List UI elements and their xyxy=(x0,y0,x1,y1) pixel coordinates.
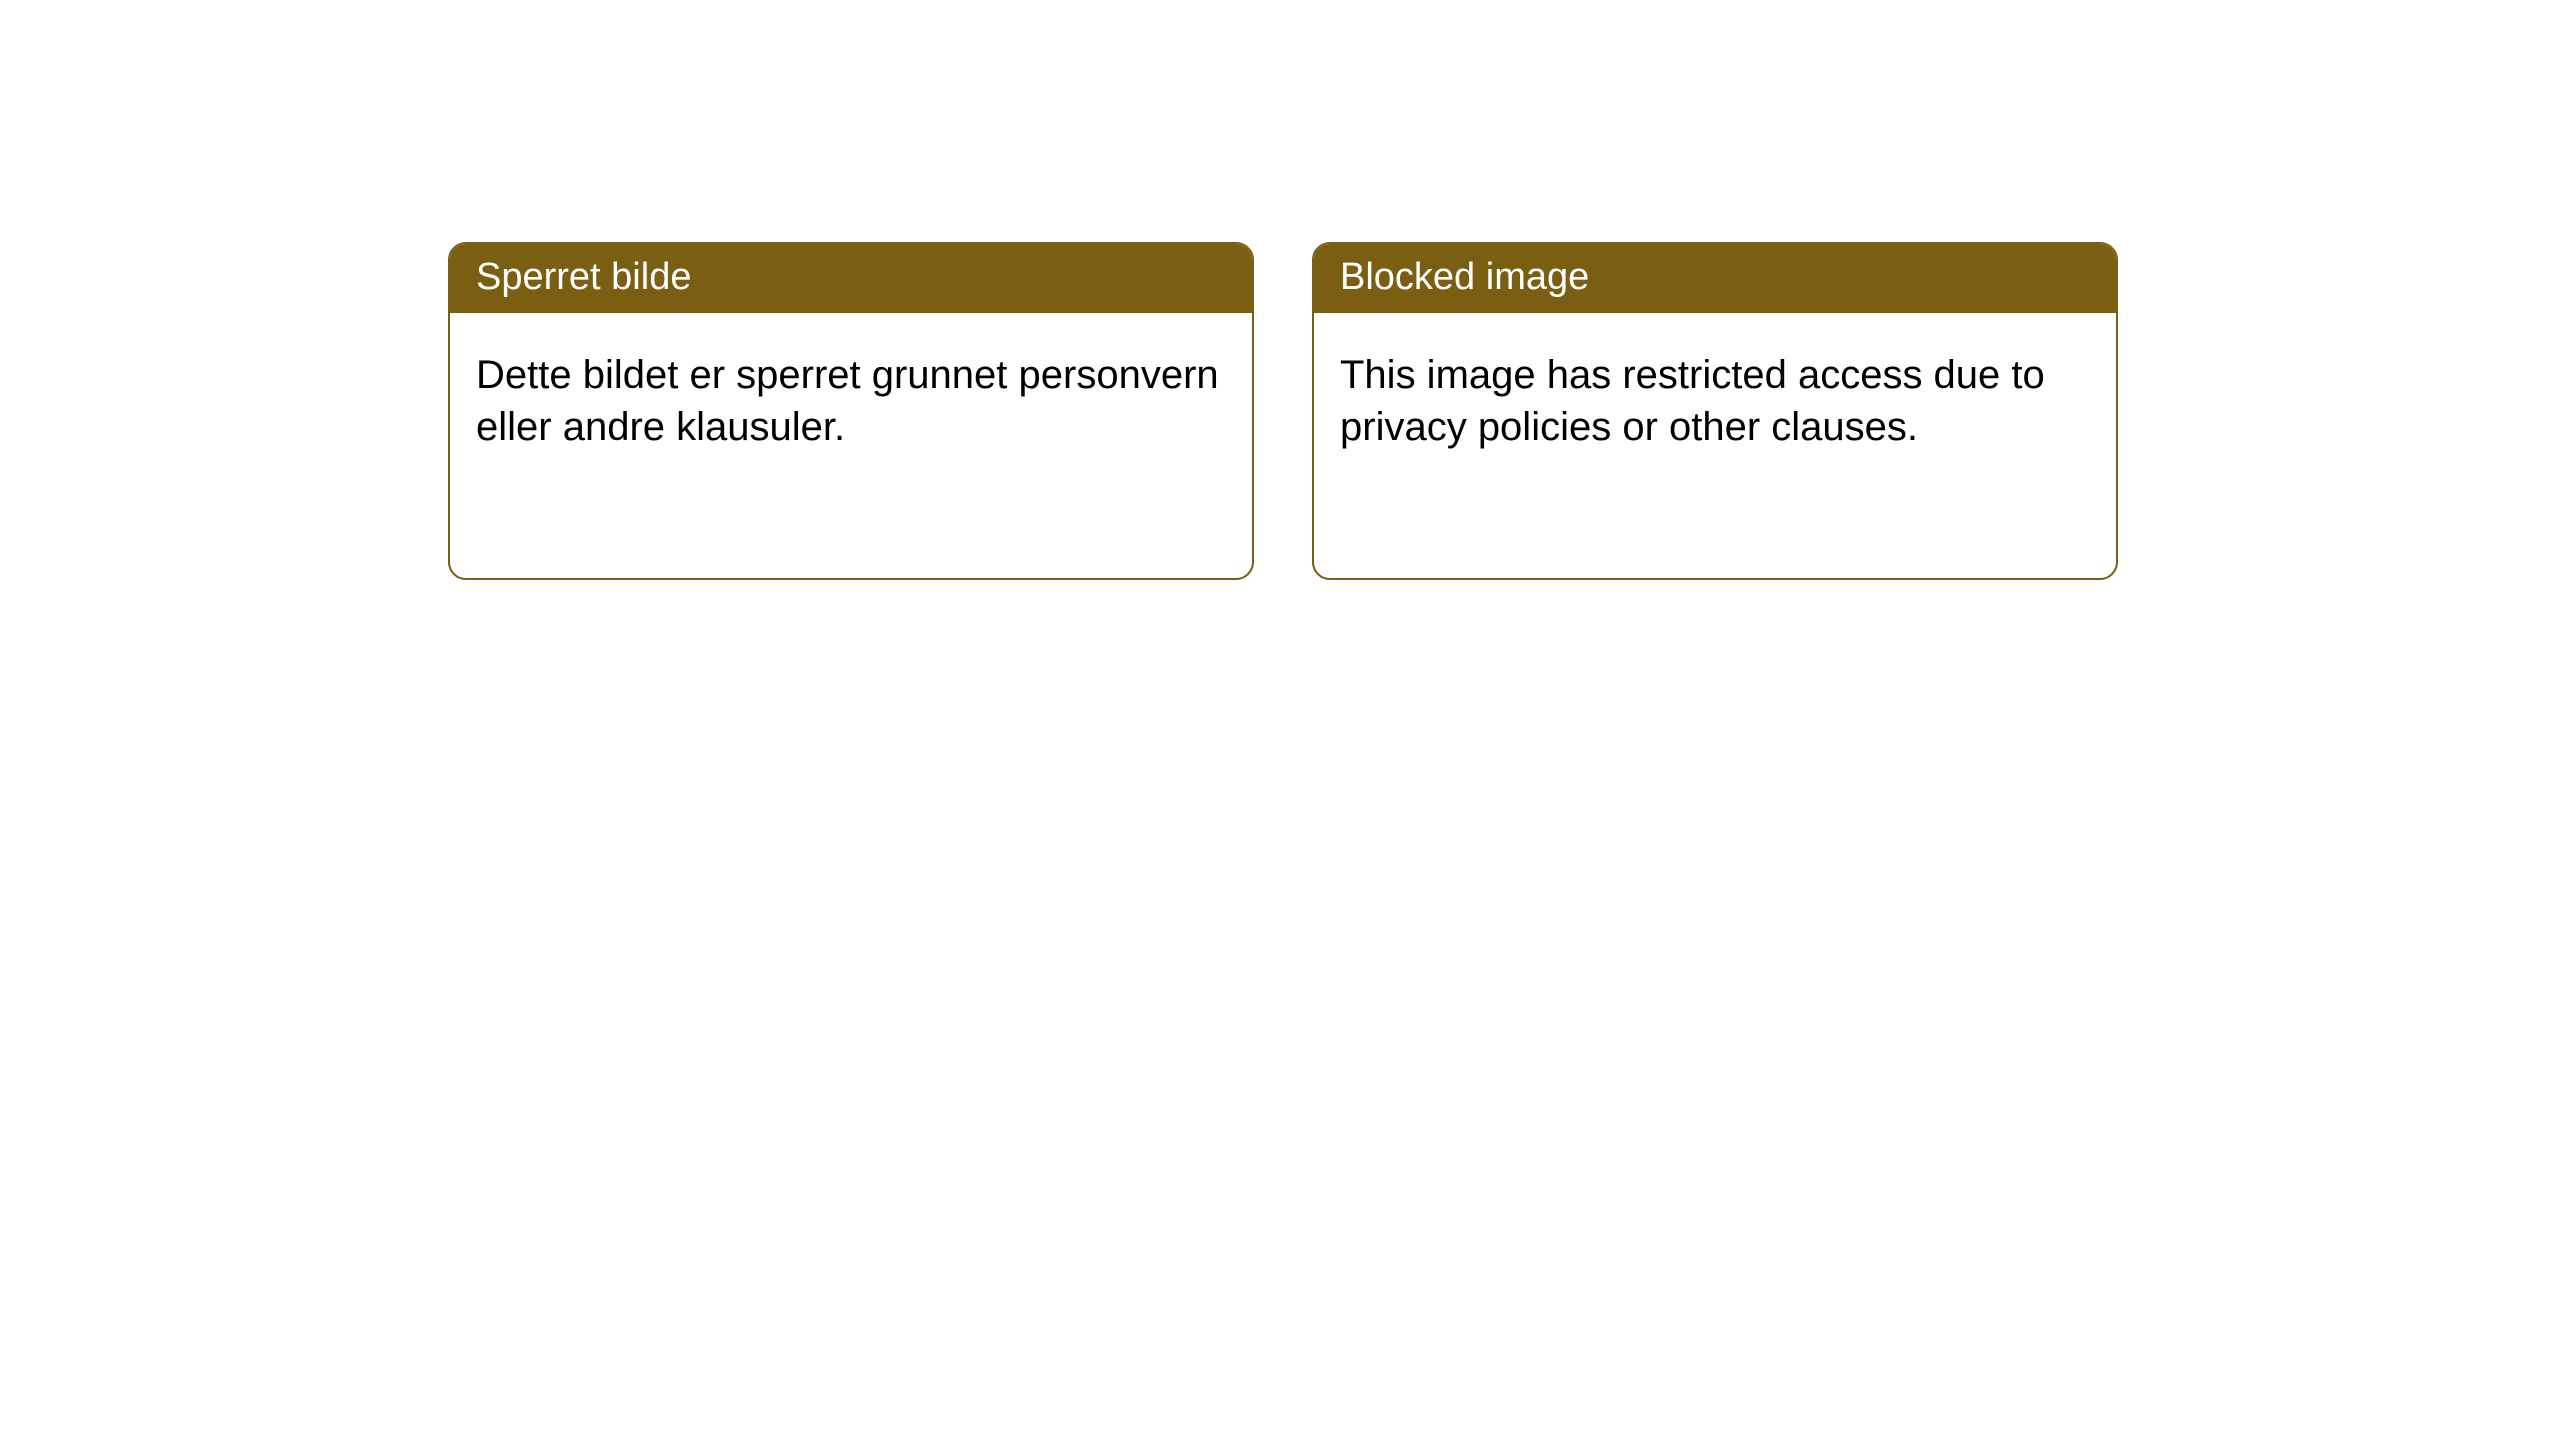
notice-card-english: Blocked image This image has restricted … xyxy=(1312,242,2118,580)
notice-body-english: This image has restricted access due to … xyxy=(1314,313,2116,479)
notice-card-norwegian: Sperret bilde Dette bildet er sperret gr… xyxy=(448,242,1254,580)
notice-text: This image has restricted access due to … xyxy=(1340,353,2045,449)
notice-header-norwegian: Sperret bilde xyxy=(450,244,1252,313)
notice-title: Sperret bilde xyxy=(476,256,691,298)
notice-container: Sperret bilde Dette bildet er sperret gr… xyxy=(0,0,2560,580)
notice-header-english: Blocked image xyxy=(1314,244,2116,313)
notice-title: Blocked image xyxy=(1340,256,1589,298)
notice-body-norwegian: Dette bildet er sperret grunnet personve… xyxy=(450,313,1252,479)
notice-text: Dette bildet er sperret grunnet personve… xyxy=(476,353,1219,449)
